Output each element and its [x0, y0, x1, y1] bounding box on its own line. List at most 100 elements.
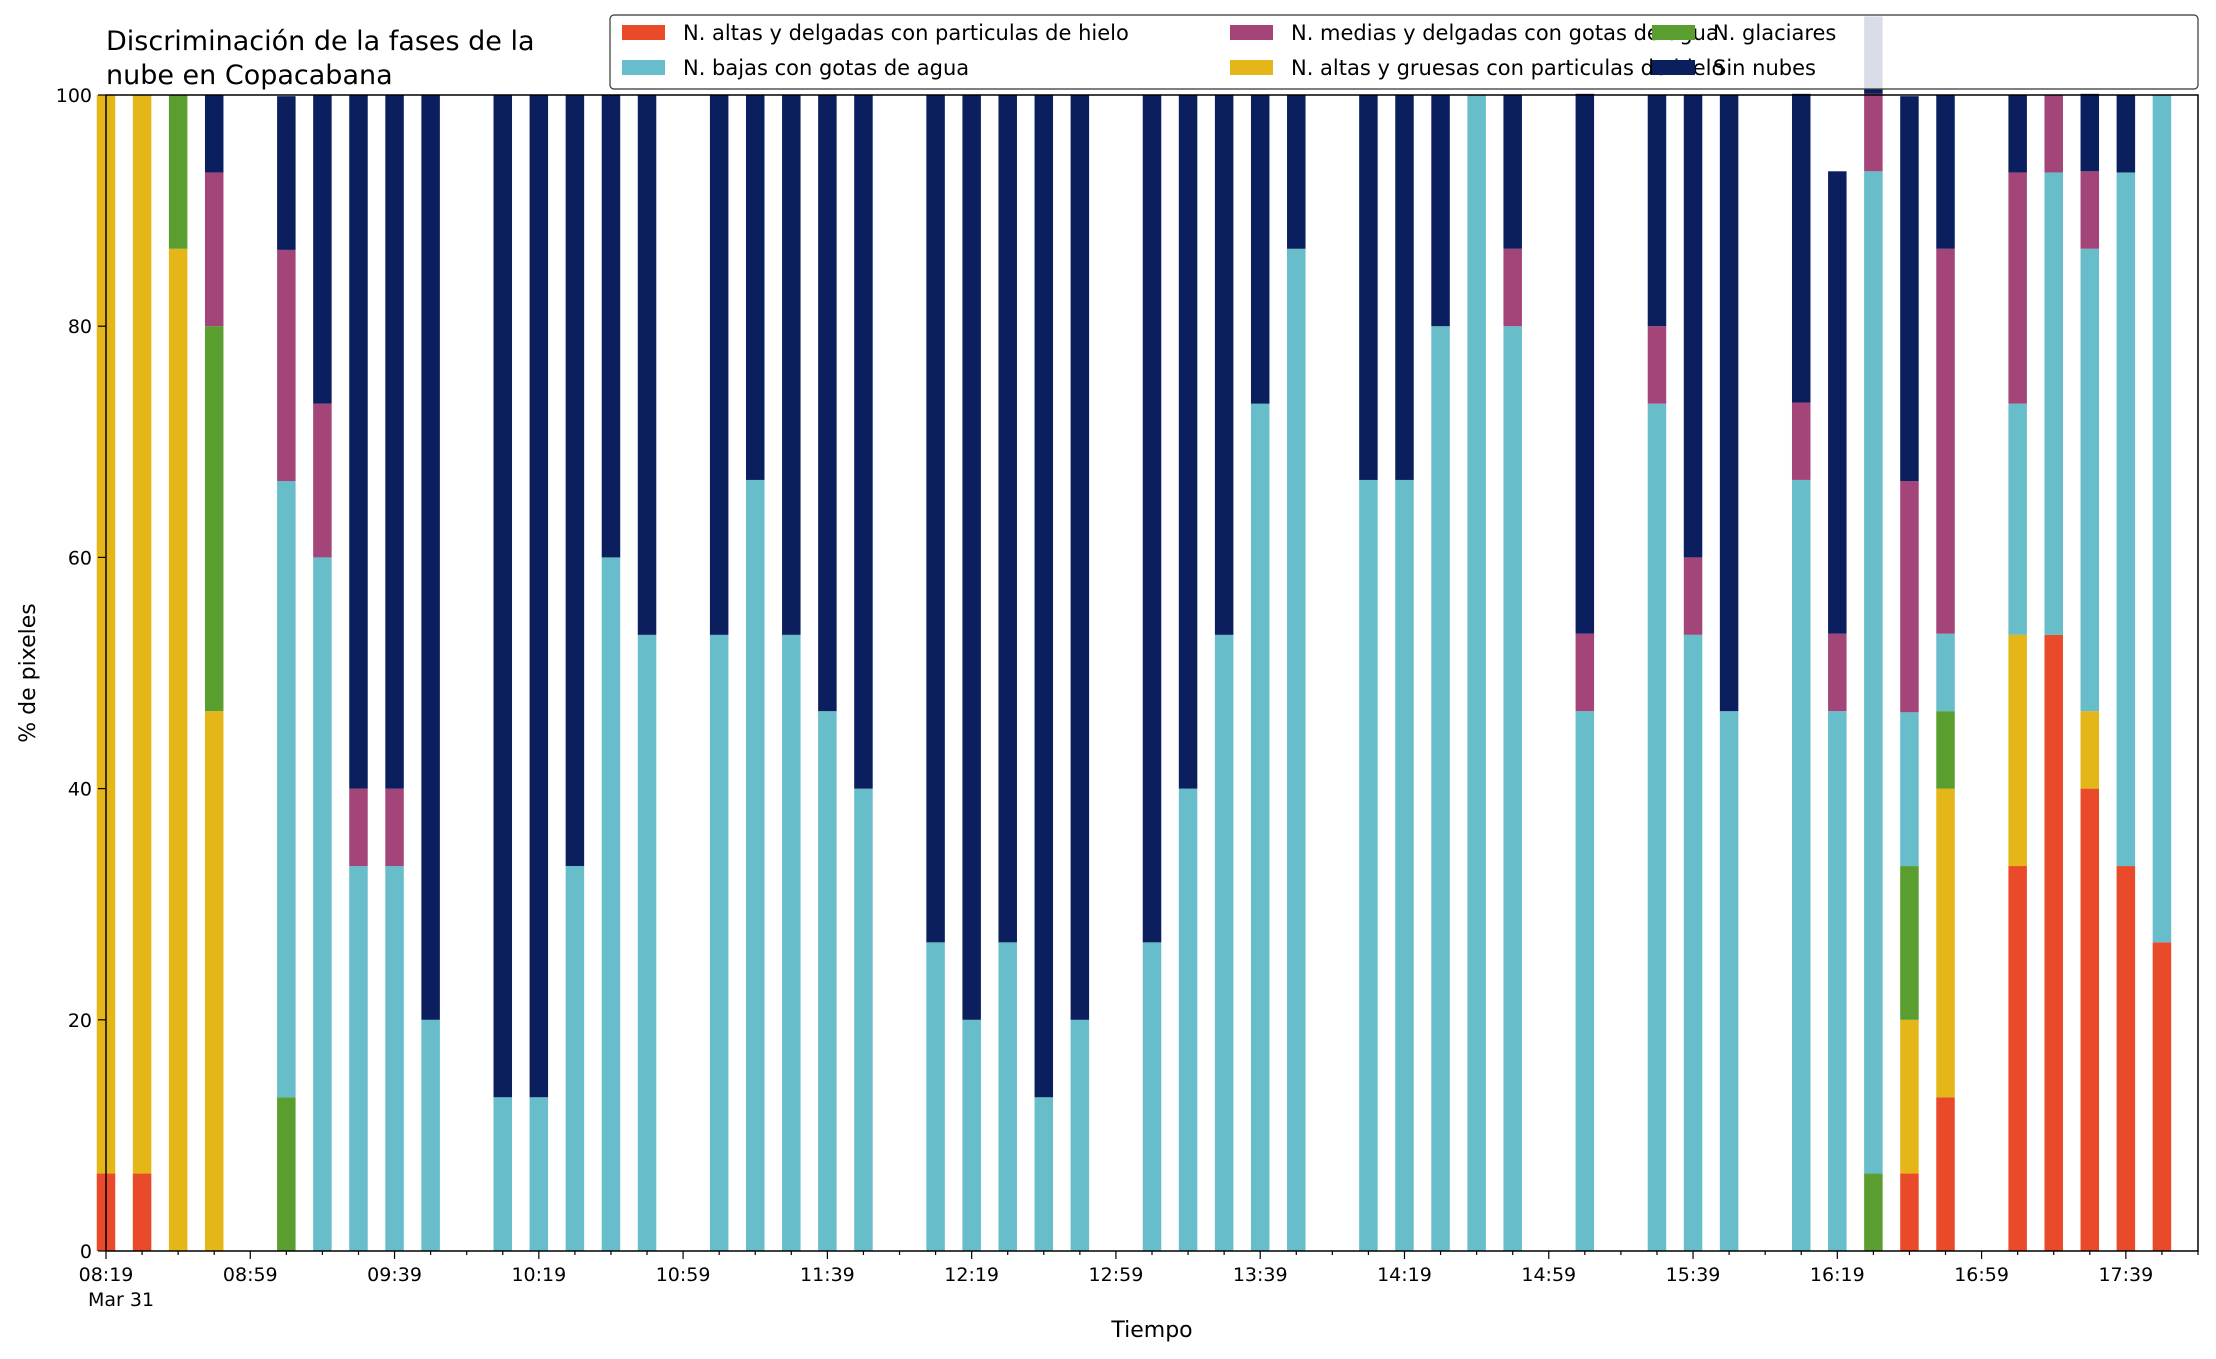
x-tick-label-1139: 11:39: [800, 1264, 855, 1286]
bar-segment-0949-s3: [421, 1019, 440, 1251]
bar-segment-1509-s3: [1575, 711, 1595, 1251]
bar-segment-1719-s3: [2044, 172, 2063, 635]
bar-segment-1729-s3: [2080, 248, 2100, 712]
bar-segment-1729-s4: [2080, 171, 2100, 249]
bar-segment-1449-s4: [1503, 248, 1522, 327]
legend-label-0: N. altas y delgadas con particulas de hi…: [683, 21, 1129, 45]
bar-segment-1219-s5: [962, 95, 981, 1020]
bar-segment-0939-s5: [385, 95, 404, 789]
bar-segment-0929-s4: [349, 788, 368, 867]
bar-segment-1709-s4: [2008, 172, 2027, 404]
x-axis: 08:19 08:59 09:39 10:19 10:59 11:39 12:19 12:59…: [79, 1251, 2199, 1311]
bar-segment-1529-s5: [1647, 95, 1667, 327]
bar-segment-1119-s5: [745, 95, 765, 480]
bar-segment-1139-s5: [818, 95, 837, 712]
bar-segment-1539-s3: [1683, 634, 1703, 1251]
legend-swatch-3: [622, 60, 665, 75]
bar-segment-1609-s5: [1791, 93, 1811, 403]
bar-segment-0849-s2: [204, 326, 224, 712]
x-axis-title: Tiempo: [1110, 1318, 1192, 1343]
bar-segment-1509-s5: [1575, 93, 1595, 634]
bar-segment-0949-s5: [421, 95, 440, 1020]
x-tick-label-1419: 14:19: [1377, 1264, 1432, 1286]
bar-segment-1439-s3: [1467, 95, 1486, 1251]
bar-segment-1419-s3: [1395, 479, 1414, 1251]
bar-segment-1249-s3: [1070, 1019, 1090, 1251]
legend-swatch-1: [1230, 60, 1273, 75]
x-tick-label-1659: 16:59: [1954, 1264, 2009, 1286]
y-tick-label-60: 60: [68, 547, 92, 569]
bar-segment-1649-s4: [1936, 248, 1955, 634]
bar-segment-1409-s3: [1359, 479, 1378, 1251]
x-tick-label-1739: 17:39: [2098, 1264, 2153, 1286]
legend-swatch-0: [622, 25, 665, 40]
bar-segment-1739-s0: [2116, 866, 2136, 1251]
x-tick-label-1259: 12:59: [1089, 1264, 1144, 1286]
y-axis: 0 20 40 60 80 100: [56, 85, 106, 1263]
bar-segment-1239-s5: [1034, 95, 1054, 1098]
bar-segment-1639-s3: [1900, 712, 1919, 867]
x-tick-label-0939: 09:39: [367, 1264, 422, 1286]
chart-title: Discriminación de la fases de la nube en …: [106, 26, 535, 91]
x-tick-label-1059: 10:59: [656, 1264, 711, 1286]
y-axis-title: % de pixeles: [16, 603, 41, 742]
bar-segment-1509-s4: [1575, 633, 1595, 712]
bar-segment-1429-s3: [1431, 326, 1450, 1251]
y-tick-label-0: 0: [80, 1241, 92, 1263]
legend: N. altas y delgadas con particulas de hi…: [609, 14, 2199, 90]
bar-segment-0839-s1: [168, 248, 188, 1251]
bar-segment-0919-s5: [313, 95, 332, 404]
bar-segment-1109-s3: [709, 634, 729, 1251]
y-tick-label-100: 100: [56, 85, 92, 107]
bar-segment-1329-s5: [1214, 95, 1234, 635]
bar-segment-1549-s5: [1719, 95, 1739, 712]
chart-title-line-1: Discriminación de la fases de la: [106, 26, 535, 57]
bar-segment-1329-s3: [1214, 634, 1234, 1251]
bar-segment-1129-s5: [782, 95, 801, 635]
bar-segment-1619-s4: [1828, 633, 1847, 712]
bar-segment-1319-s3: [1178, 788, 1198, 1251]
bar-segment-1349-s5: [1287, 95, 1306, 249]
bar-segment-1209-s5: [926, 95, 945, 943]
bar-segment-1149-s3: [854, 788, 873, 1251]
bar-segment-1729-s0: [2080, 788, 2100, 1251]
bar-segment-1729-s5: [2080, 93, 2100, 172]
y-tick-label-20: 20: [68, 1010, 92, 1032]
bar-segment-1109-s5: [709, 95, 729, 635]
bar-segment-1209-s3: [926, 942, 945, 1251]
bar-segment-1619-s5: [1828, 171, 1847, 634]
bar-segment-1019-s3: [529, 1097, 549, 1251]
bar-segment-1129-s3: [782, 634, 801, 1251]
bar-segment-1409-s5: [1359, 95, 1378, 480]
bar-segment-1539-s4: [1683, 557, 1703, 635]
bar-segment-0829-s0: [132, 1173, 152, 1251]
bar-segment-1739-s5: [2116, 95, 2136, 173]
bar-segment-1609-s4: [1791, 402, 1811, 480]
bar-segment-1639-s0: [1900, 1173, 1919, 1251]
legend-label-4: N. medias y delgadas con gotas de agua: [1291, 21, 1719, 45]
bar-segment-1309-s5: [1142, 95, 1162, 943]
bar-segment-0909-s4: [277, 249, 296, 482]
bar-segment-0909-s2: [277, 1097, 296, 1251]
bar-segment-1029-s5: [565, 95, 585, 867]
chart-title-line-2: nube en Copacabana: [106, 60, 393, 91]
bar-segment-1729-s1: [2080, 711, 2100, 789]
bar-segment-0939-s3: [385, 866, 404, 1251]
bar-segment-1529-s3: [1647, 403, 1667, 1251]
legend-box: [609, 14, 2199, 90]
bar-segment-1539-s5: [1683, 95, 1703, 558]
x-tick-label-1219: 12:19: [944, 1264, 999, 1286]
bar-segment-1649-s1: [1936, 788, 1955, 1098]
legend-swatch-4: [1230, 25, 1273, 40]
bar-segment-1019-s5: [529, 95, 549, 1098]
bar-segment-1619-s3: [1828, 711, 1847, 1251]
bar-segment-1009-s3: [493, 1097, 513, 1251]
bar-segment-1429-s5: [1431, 95, 1450, 327]
bar-segment-1549-s3: [1719, 711, 1739, 1251]
bar-segment-1739-s3: [2116, 172, 2136, 867]
bar-segment-0849-s4: [204, 172, 224, 327]
bar-segment-1749-s3: [2152, 95, 2172, 943]
bar-segment-1719-s0: [2044, 634, 2063, 1251]
